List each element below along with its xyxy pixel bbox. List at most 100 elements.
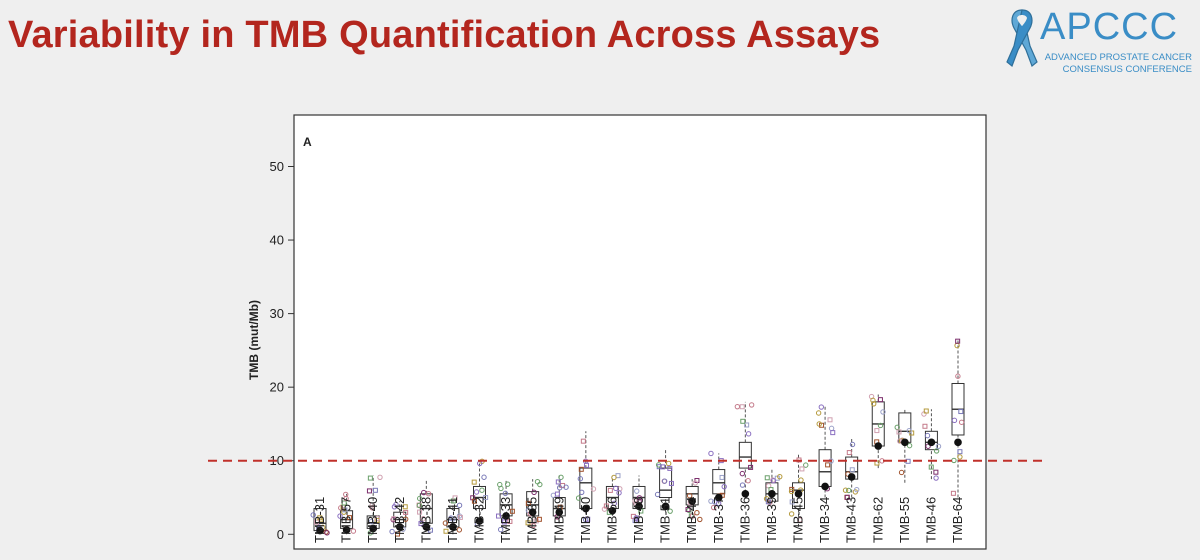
assay-point <box>616 490 622 496</box>
assay-point <box>391 516 397 522</box>
assay-point <box>950 490 956 496</box>
assay-point <box>534 479 541 485</box>
x-tick-label: TMB-46 <box>923 497 938 543</box>
assay-point <box>479 487 485 493</box>
x-tick-label: TMB-33 <box>498 497 513 543</box>
x-tick-label: TMB-37 <box>711 497 726 543</box>
assay-point <box>425 490 432 497</box>
assay-point <box>665 460 672 467</box>
assay-point <box>825 462 831 468</box>
assay-point <box>710 504 717 511</box>
assay-point <box>471 498 477 504</box>
assay-point <box>421 489 427 496</box>
assay-point <box>369 505 375 511</box>
assay-point <box>849 467 855 473</box>
assay-point <box>842 487 849 493</box>
assay-point <box>667 465 673 471</box>
assay-point <box>317 515 323 521</box>
assay-point <box>854 486 860 493</box>
assay-point <box>935 443 942 449</box>
slide-title: Variability in TMB Quantification Across… <box>8 14 881 56</box>
assay-point <box>798 477 804 483</box>
assay-point <box>496 513 502 519</box>
assay-point <box>377 474 383 481</box>
logo-name: APCCC <box>1040 6 1179 48</box>
reference-point <box>901 438 909 447</box>
assay-point <box>416 502 423 509</box>
assay-point <box>686 492 693 499</box>
assay-point <box>844 494 850 500</box>
assay-point <box>770 478 777 484</box>
assay-point <box>633 515 639 521</box>
reference-point <box>635 502 643 511</box>
assay-point <box>745 478 751 484</box>
box-series <box>310 338 965 537</box>
assay-point <box>456 502 463 509</box>
y-tick-label: 0 <box>277 527 284 542</box>
assay-point <box>830 430 836 436</box>
reference-point <box>714 493 723 502</box>
assay-point <box>958 409 964 415</box>
assay-point <box>615 473 621 479</box>
assay-point <box>585 516 591 522</box>
reference-point <box>794 490 803 498</box>
assay-point <box>955 338 961 344</box>
box-iqr <box>924 430 938 451</box>
y-tick-label: 40 <box>270 233 284 248</box>
x-tick-label: TMB-42 <box>392 497 407 543</box>
logo-subtitle-line1: ADVANCED PROSTATE CANCER <box>1044 52 1192 63</box>
assay-point <box>509 508 515 514</box>
assay-point <box>957 449 963 455</box>
y-tick-label: 50 <box>270 159 284 174</box>
assay-point <box>473 489 480 495</box>
assay-point <box>871 401 877 407</box>
y-axis-label: TMB (mut/Mb) <box>247 300 261 380</box>
assay-point <box>580 438 586 444</box>
reference-point <box>582 504 590 513</box>
assay-point <box>818 404 825 410</box>
x-tick-label: TMB-36 <box>737 497 752 543</box>
assay-point <box>558 474 564 480</box>
assay-point <box>689 513 696 519</box>
assay-point <box>734 403 741 410</box>
x-tick-label: TMB-57 <box>339 497 354 543</box>
assay-point <box>788 488 795 495</box>
y-tick-label: 30 <box>270 306 284 321</box>
assay-point <box>660 464 666 470</box>
x-tick-label: TMB-45 <box>791 497 806 543</box>
assay-point <box>744 422 750 428</box>
x-tick-label: TMB-55 <box>897 497 912 543</box>
x-tick-label: TMB-51 <box>658 497 673 543</box>
reference-point <box>874 442 883 450</box>
assay-point <box>530 522 536 529</box>
assay-point <box>457 514 463 520</box>
assay-point <box>748 402 755 408</box>
assay-point <box>403 516 409 522</box>
logo-subtitle-line2: CONSENSUS CONFERENCE <box>1062 64 1192 75</box>
assay-point <box>368 518 375 525</box>
awareness-ribbon-icon <box>1006 9 1038 67</box>
assay-point <box>880 409 886 415</box>
assay-point <box>668 480 674 486</box>
assay-point <box>578 466 584 472</box>
assay-point <box>471 479 477 485</box>
assay-point <box>341 500 347 506</box>
assay-point <box>745 431 752 437</box>
assay-point <box>367 475 373 481</box>
panel-label: A <box>303 135 312 149</box>
box-iqr <box>738 441 752 469</box>
assay-point <box>504 481 511 487</box>
reference-point <box>741 490 750 498</box>
assay-point <box>933 448 940 454</box>
reference-point <box>927 438 936 447</box>
assay-point <box>310 512 316 518</box>
assay-point <box>719 474 725 480</box>
reference-point <box>847 473 856 481</box>
assay-point <box>555 479 561 485</box>
assay-point <box>906 427 912 434</box>
assay-point <box>739 470 746 477</box>
assay-point <box>611 500 617 507</box>
assay-point <box>536 516 542 522</box>
assay-point <box>456 527 463 533</box>
assay-point <box>481 474 487 480</box>
